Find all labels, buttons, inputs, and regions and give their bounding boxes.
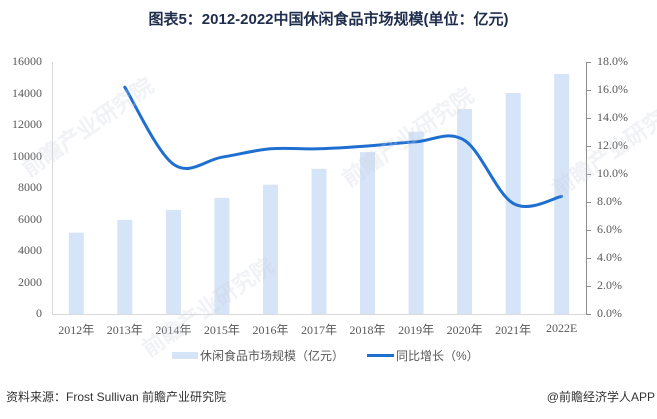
bar [554,74,570,314]
right-axis-tick: 0.0% [597,306,622,320]
right-axis-tick: 4.0% [597,250,622,264]
right-axis-tick: 6.0% [597,222,622,236]
x-axis-tick: 2013年 [106,323,143,337]
x-axis-tick: 2012年 [58,323,95,337]
x-axis-tick: 2014年 [155,323,192,337]
bar [165,209,181,314]
right-axis-tick: 2.0% [597,278,622,292]
right-axis-ticks [586,62,591,315]
left-axis-tick: 12000 [12,117,42,131]
left-axis-tick: 2000 [18,274,42,289]
legend-label-growth: 同比增长（%） [396,349,479,363]
chart-legend: 休闲食品市场规模（亿元） 同比增长（%） [0,347,657,363]
x-axis-tick: 2022E [546,321,578,335]
legend-item-market-size: 休闲食品市场规模（亿元） [172,347,344,364]
bar [457,109,473,314]
growth-line [123,85,564,208]
left-axis-tick: 4000 [18,243,42,257]
line-swatch-icon [367,354,394,357]
right-axis-tick: 8.0% [597,194,622,208]
x-axis-tick: 2020年 [446,323,483,337]
bar [263,184,278,314]
x-axis-tick: 2015年 [203,323,240,337]
legend-label-market-size: 休闲食品市场规模（亿元） [200,349,345,363]
bar [68,232,84,314]
x-axis-tick: 2019年 [398,323,435,337]
x-axis-tick: 2017年 [300,323,337,337]
right-axis-tick: 16.0% [597,82,628,96]
bar [311,168,327,314]
source-note: 资料来源：Frost Sullivan 前瞻产业研究院 [6,390,227,404]
x-axis-tick: 2016年 [252,323,289,337]
x-axis-tick: 2018年 [349,323,386,337]
right-axis-tick: 18.0% [597,54,628,68]
right-axis-tick: 10.0% [597,166,628,180]
bar [360,152,375,314]
bar [214,197,230,314]
right-axis-tick: 12.0% [597,138,628,152]
legend-item-growth: 同比增长（%） [367,347,479,364]
credit-note: @前瞻经济学人APP [546,390,655,404]
left-axis-tick: 14000 [12,85,42,100]
left-axis-tick: 16000 [12,54,42,68]
left-axis-tick: 10000 [12,148,42,163]
left-axis-tick: 6000 [18,211,42,226]
left-axis-tick: 0 [36,306,42,320]
bar-series [68,74,570,314]
left-axis-tick: 8000 [18,180,42,194]
bar [117,219,133,314]
x-axis-tick: 2021年 [495,323,532,337]
bar [408,131,424,314]
right-axis-tick: 14.0% [597,110,628,124]
chart-title: 图表5：2012-2022中国休闲食品市场规模(单位：亿元) [148,11,509,28]
bar-swatch-icon [172,352,198,359]
